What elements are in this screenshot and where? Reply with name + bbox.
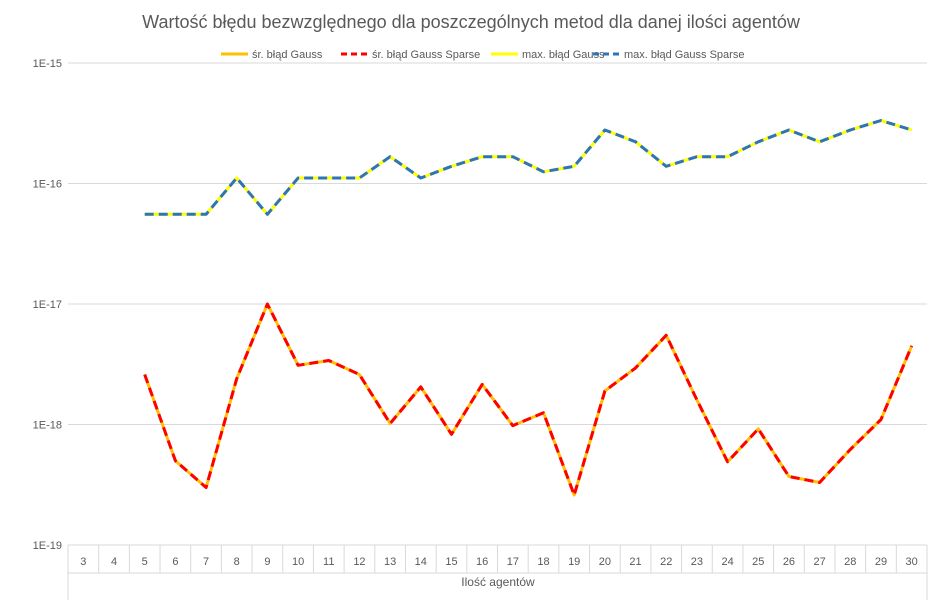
x-tick-label: 27 [814, 556, 826, 568]
series-line-4 [144, 119, 913, 216]
x-tick-label: 13 [384, 556, 396, 568]
legend-label: max. błąd Gauss Sparse [624, 49, 744, 61]
x-tick-label: 7 [203, 556, 209, 568]
x-tick-label: 21 [629, 556, 641, 568]
y-tick-label: 1E-15 [33, 58, 62, 70]
x-tick-label: 30 [906, 556, 918, 568]
x-tick-label: 18 [537, 556, 549, 568]
x-tick-label: 19 [568, 556, 580, 568]
x-tick-label: 14 [415, 556, 427, 568]
x-tick-label: 20 [599, 556, 611, 568]
legend-label: max. błąd Gauss [522, 49, 605, 61]
x-tick-label: 4 [111, 556, 117, 568]
chart-title: Wartość błędu bezwzględnego dla poszczeg… [142, 12, 801, 32]
x-tick-label: 22 [660, 556, 672, 568]
x-tick-label: 8 [234, 556, 240, 568]
y-axis-ticks: 1E-15 1E-16 1E-17 1E-18 1E-19 [33, 58, 62, 552]
legend: śr. błąd Gauss śr. błąd Gauss Sparse max. … [221, 49, 744, 61]
legend-label: śr. błąd Gauss [252, 49, 323, 61]
y-tick-label: 1E-18 [33, 420, 62, 432]
x-tick-label: 25 [752, 556, 764, 568]
series-layer [143, 119, 914, 497]
x-axis: 3 4 5 6 7 8 9 10 11 12 13 14 15 16 17 18 19 20 21 22 23 24 25 2… [67, 544, 928, 600]
x-tick-label: 9 [264, 556, 270, 568]
x-tick-label: 28 [844, 556, 856, 568]
x-tick-label: 12 [353, 556, 365, 568]
x-tick-label: 3 [80, 556, 86, 568]
x-tick-label: 24 [721, 556, 733, 568]
y-tick-label: 1E-19 [33, 540, 62, 552]
x-tick-label: 6 [172, 556, 178, 568]
x-tick-label: 26 [783, 556, 795, 568]
x-tick-label: 23 [691, 556, 703, 568]
x-tick-label: 17 [507, 556, 519, 568]
x-tick-label: 11 [323, 556, 334, 568]
x-axis-label: Ilość agentów [461, 575, 535, 589]
legend-label: śr. błąd Gauss Sparse [372, 49, 480, 61]
y-tick-label: 1E-17 [33, 299, 62, 311]
y-tick-label: 1E-16 [33, 179, 62, 191]
x-tick-label: 16 [476, 556, 488, 568]
x-tick-label: 5 [142, 556, 148, 568]
x-tick-label: 29 [875, 556, 887, 568]
series-line-2 [143, 302, 914, 497]
x-tick-label: 10 [292, 556, 304, 568]
x-tick-label: 15 [445, 556, 457, 568]
